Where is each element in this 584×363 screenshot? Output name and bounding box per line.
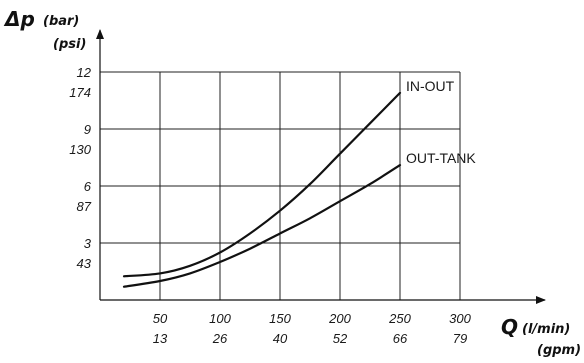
y-tick-label-secondary: 43 [77, 256, 92, 271]
x-tick-label-secondary: 26 [212, 331, 228, 346]
labels: 50 13 100 26 150 40 200 52 250 66 300 79 3 43 6 87 9 130 1… [69, 65, 476, 346]
series-lines [122, 91, 402, 288]
x-axis-unit-primary: (l/min) [522, 322, 570, 337]
x-tick-label: 200 [328, 311, 351, 326]
x-tick-label: 50 [153, 311, 168, 326]
x-tick-label-secondary: 79 [453, 331, 467, 346]
x-tick-label-secondary: 66 [393, 331, 408, 346]
x-tick-label: 150 [269, 311, 291, 326]
x-axis-symbol: Q [501, 315, 518, 339]
grid [100, 71, 461, 300]
series-line-in-out [122, 91, 402, 278]
y-axis-unit-secondary: (psi) [53, 37, 86, 52]
y-tick-label: 9 [84, 122, 91, 137]
y-tick-label: 12 [77, 65, 92, 80]
y-tick-label: 6 [84, 179, 92, 194]
x-axis-unit-secondary: (gpm) [537, 343, 581, 358]
series-line-out-tank [122, 164, 402, 288]
x-tick-label: 250 [388, 311, 411, 326]
x-tick-label: 100 [209, 311, 231, 326]
y-axis-symbol: Δp [3, 7, 35, 31]
x-tick-label-secondary: 52 [333, 331, 348, 346]
y-tick-label-secondary: 87 [77, 199, 92, 214]
x-tick-label-secondary: 13 [153, 331, 168, 346]
y-tick-label-secondary: 174 [69, 85, 91, 100]
axes [96, 29, 546, 304]
y-tick-label-secondary: 130 [69, 142, 91, 157]
x-tick-label-secondary: 40 [273, 331, 288, 346]
series-label-in-out: IN-OUT [406, 78, 455, 94]
y-tick-label: 3 [84, 236, 92, 251]
y-axis-unit-primary: (bar) [43, 14, 79, 29]
series-label-out-tank: OUT-TANK [406, 150, 476, 166]
x-tick-label: 300 [449, 311, 471, 326]
